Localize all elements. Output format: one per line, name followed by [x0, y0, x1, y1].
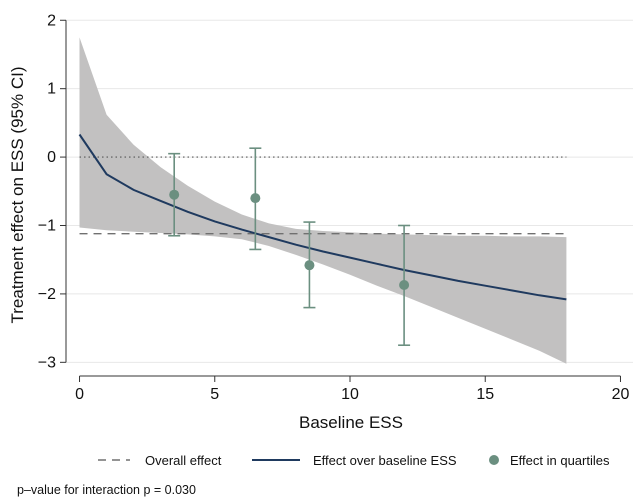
legend-label-quartiles: Effect in quartiles: [510, 453, 610, 468]
y-tick-label-3: 0: [47, 149, 56, 166]
quartile-4-point: [399, 280, 410, 291]
quartile-3-point: [304, 260, 315, 271]
y-tick-label-4: 1: [47, 81, 56, 98]
quartile-4: [398, 224, 411, 347]
quartile-2: [249, 147, 262, 251]
legend-swatch-quartiles: [489, 455, 499, 465]
y-axis-title: Treatment effect on ESS (95% CI): [8, 66, 27, 323]
legend: Overall effect Effect over baseline ESS …: [98, 453, 610, 468]
quartile-1: [168, 152, 181, 237]
legend-label-overall-effect: Overall effect: [145, 453, 222, 468]
confidence-band: [79, 37, 567, 364]
x-tick-label-0: 0: [75, 386, 84, 403]
y-tick-label-1: −2: [38, 286, 56, 303]
quartile-1-point: [169, 189, 180, 200]
effect-curve-group: [78, 133, 567, 301]
legend-label-effect-curve: Effect over baseline ESS: [313, 453, 457, 468]
y-tick-label-0: −3: [38, 354, 56, 371]
y-tick-label-5: 2: [47, 12, 56, 29]
x-tick-label-3: 15: [476, 386, 494, 403]
quartile-points-group: [168, 147, 411, 347]
x-axis-title: Baseline ESS: [299, 413, 403, 432]
quartile-3: [303, 221, 316, 309]
y-tick-label-2: −1: [38, 217, 56, 234]
effect-curve-line: [78, 133, 567, 301]
interaction-p-value-note: p–value for interaction p = 0.030: [17, 483, 196, 497]
confidence-band-group: [79, 37, 567, 364]
quartile-2-point: [250, 193, 261, 204]
x-tick-label-1: 5: [210, 386, 219, 403]
x-tick-label-2: 10: [341, 386, 359, 403]
x-tick-label-4: 20: [612, 386, 630, 403]
